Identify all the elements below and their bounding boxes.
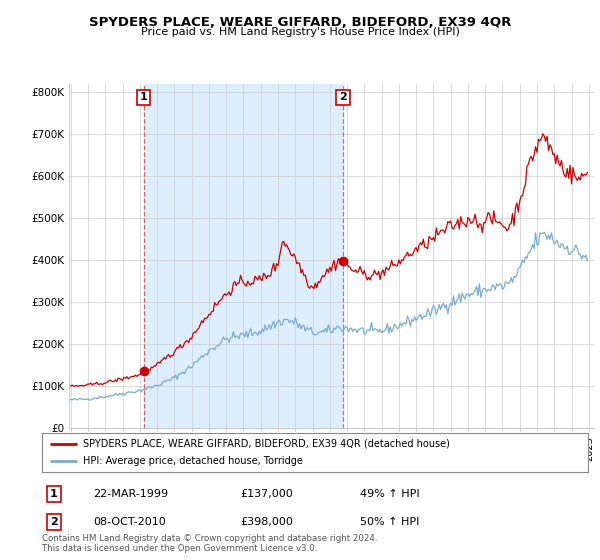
Text: 2: 2 [339,92,347,102]
Text: 50% ↑ HPI: 50% ↑ HPI [360,517,419,527]
Text: 49% ↑ HPI: 49% ↑ HPI [360,489,419,499]
Text: 22-MAR-1999: 22-MAR-1999 [93,489,168,499]
Text: 1: 1 [140,92,148,102]
Text: Contains HM Land Registry data © Crown copyright and database right 2024.
This d: Contains HM Land Registry data © Crown c… [42,534,377,553]
Text: 08-OCT-2010: 08-OCT-2010 [93,517,166,527]
Text: £137,000: £137,000 [240,489,293,499]
Text: SPYDERS PLACE, WEARE GIFFARD, BIDEFORD, EX39 4QR: SPYDERS PLACE, WEARE GIFFARD, BIDEFORD, … [89,16,511,29]
Bar [144,84,343,428]
Text: 1: 1 [50,489,58,499]
Text: HPI: Average price, detached house, Torridge: HPI: Average price, detached house, Torr… [83,456,303,466]
Text: 2: 2 [50,517,58,527]
Text: SPYDERS PLACE, WEARE GIFFARD, BIDEFORD, EX39 4QR (detached house): SPYDERS PLACE, WEARE GIFFARD, BIDEFORD, … [83,438,450,449]
Text: £398,000: £398,000 [240,517,293,527]
Text: Price paid vs. HM Land Registry's House Price Index (HPI): Price paid vs. HM Land Registry's House … [140,27,460,37]
